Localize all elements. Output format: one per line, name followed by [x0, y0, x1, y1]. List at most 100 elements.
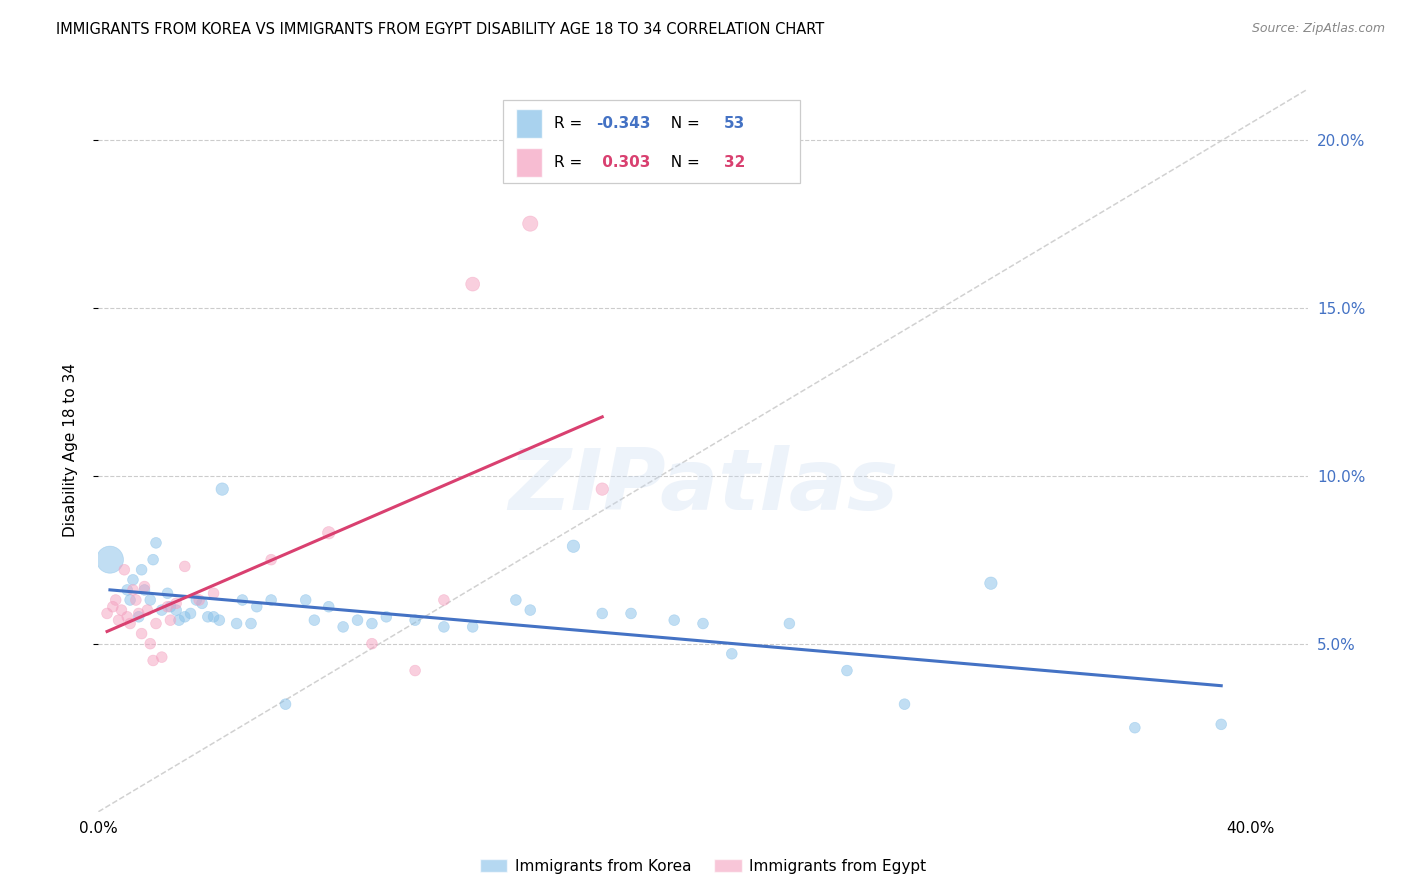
Point [165, 596, 187, 610]
Point [304, 613, 326, 627]
Point [110, 603, 132, 617]
FancyBboxPatch shape [503, 100, 800, 183]
Point [240, 616, 263, 631]
Point [150, 650, 173, 665]
Point [197, 609, 219, 624]
Point [159, 599, 181, 614]
Point [562, 539, 585, 553]
Point [375, 609, 398, 624]
Point [115, 582, 138, 597]
Point [260, 552, 283, 566]
Point [1211, 717, 1233, 731]
Point [134, 582, 156, 597]
Point [131, 626, 153, 640]
Point [211, 482, 233, 496]
Point [225, 616, 247, 631]
Point [101, 599, 124, 614]
Point [112, 563, 135, 577]
Text: N =: N = [661, 116, 704, 131]
Point [120, 616, 142, 631]
Point [122, 573, 145, 587]
Point [139, 593, 162, 607]
Point [120, 593, 142, 607]
Point [159, 613, 181, 627]
Point [188, 593, 211, 607]
Point [361, 616, 384, 631]
Point [260, 593, 283, 607]
Point [150, 603, 173, 617]
Point [620, 607, 643, 621]
Text: 32: 32 [724, 155, 745, 169]
Point [692, 616, 714, 631]
Point [433, 620, 456, 634]
Point [107, 613, 129, 627]
Point [173, 609, 195, 624]
Point [664, 613, 686, 627]
Text: R =: R = [554, 116, 588, 131]
Point [346, 613, 368, 627]
Point [131, 563, 153, 577]
Point [96, 607, 118, 621]
Point [591, 482, 613, 496]
Point [145, 616, 167, 631]
Point [404, 664, 426, 678]
Text: -0.343: -0.343 [596, 116, 651, 131]
Point [128, 609, 150, 624]
Point [134, 580, 156, 594]
Point [332, 620, 354, 634]
Point [173, 559, 195, 574]
Point [318, 525, 340, 540]
Point [156, 586, 179, 600]
Point [104, 593, 127, 607]
Point [246, 599, 269, 614]
Legend: Immigrants from Korea, Immigrants from Egypt: Immigrants from Korea, Immigrants from E… [474, 853, 932, 880]
Point [404, 613, 426, 627]
Point [835, 664, 858, 678]
Point [519, 217, 541, 231]
Point [180, 607, 202, 621]
Point [202, 609, 225, 624]
Text: Source: ZipAtlas.com: Source: ZipAtlas.com [1251, 22, 1385, 36]
Text: 53: 53 [724, 116, 745, 131]
Point [139, 637, 162, 651]
Point [433, 593, 456, 607]
Point [318, 599, 340, 614]
Point [980, 576, 1002, 591]
Point [145, 536, 167, 550]
Point [202, 586, 225, 600]
Text: ZIPatlas: ZIPatlas [508, 445, 898, 528]
Point [519, 603, 541, 617]
Point [505, 593, 527, 607]
Point [893, 697, 915, 711]
Point [136, 603, 159, 617]
Point [274, 697, 297, 711]
Point [208, 613, 231, 627]
Text: 0.303: 0.303 [596, 155, 650, 169]
Text: R =: R = [554, 155, 588, 169]
Point [156, 599, 179, 614]
Y-axis label: Disability Age 18 to 34: Disability Age 18 to 34 [63, 363, 77, 538]
Point [122, 582, 145, 597]
Point [294, 593, 316, 607]
Point [98, 552, 121, 566]
Point [361, 637, 384, 651]
Point [231, 593, 253, 607]
Point [461, 277, 484, 292]
Point [165, 603, 187, 617]
Point [778, 616, 800, 631]
Point [125, 593, 148, 607]
Point [1123, 721, 1146, 735]
Point [720, 647, 742, 661]
Point [142, 653, 165, 667]
Point [461, 620, 484, 634]
Text: IMMIGRANTS FROM KOREA VS IMMIGRANTS FROM EGYPT DISABILITY AGE 18 TO 34 CORRELATI: IMMIGRANTS FROM KOREA VS IMMIGRANTS FROM… [56, 22, 824, 37]
Point [191, 596, 214, 610]
Point [186, 593, 208, 607]
Point [115, 609, 138, 624]
Point [142, 552, 165, 566]
Text: N =: N = [661, 155, 704, 169]
Point [591, 607, 613, 621]
Point [167, 613, 190, 627]
Point [128, 607, 150, 621]
FancyBboxPatch shape [516, 148, 543, 177]
